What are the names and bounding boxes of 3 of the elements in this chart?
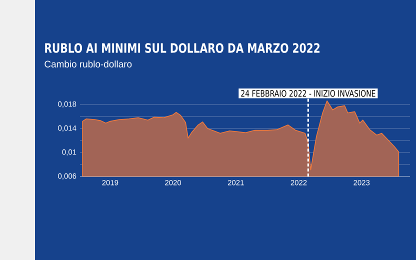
- ref-line-label: 24 FEBBRAIO 2022 - INIZIO INVASIONE: [241, 90, 376, 97]
- chart-title: RUBLO AI MINIMI SUL DOLLARO DA MARZO 2022: [45, 43, 320, 53]
- chart-subtitle: Cambio rublo-dollaro: [44, 60, 132, 68]
